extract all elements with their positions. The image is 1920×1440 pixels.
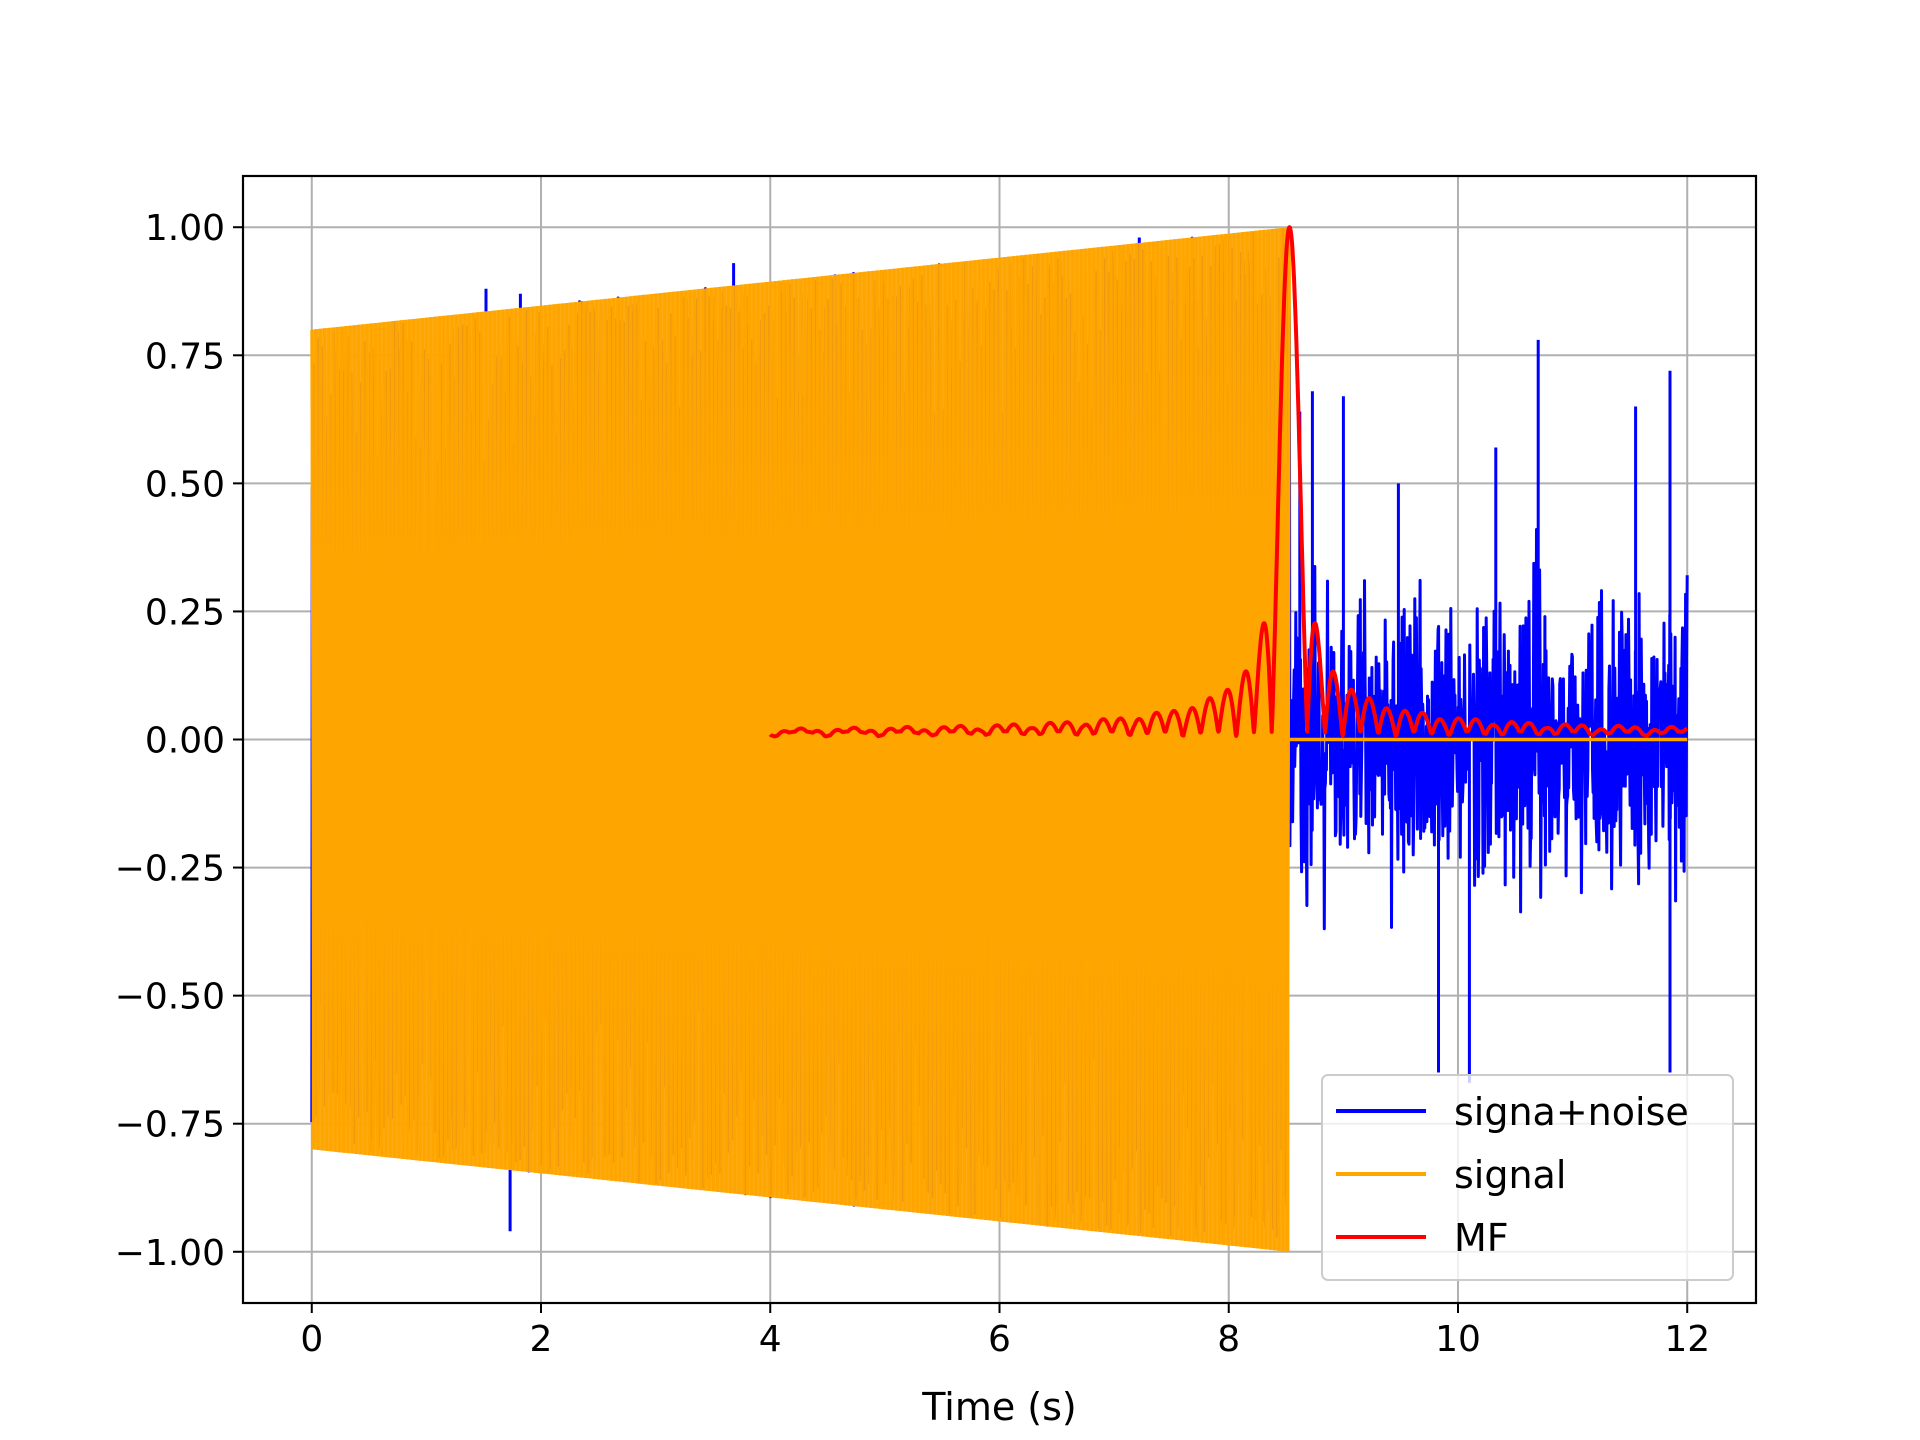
legend-label-signal-noise: signa+noise	[1454, 1090, 1689, 1134]
signal-envelope	[311, 227, 1290, 1252]
legend-entry-signal-noise: signa+noise	[1336, 1090, 1689, 1134]
x-tick-label: 4	[759, 1319, 782, 1360]
legend-label-signal: signal	[1454, 1153, 1566, 1197]
legend-label-mf: MF	[1454, 1216, 1509, 1260]
y-tick-label: −0.75	[115, 1105, 225, 1146]
x-tick-label: 8	[1217, 1319, 1240, 1360]
legend: signa+noise signal MF	[1321, 1074, 1734, 1281]
line-mf	[768, 225, 1689, 739]
series-signal	[310, 227, 1688, 1252]
x-tick-label: 6	[988, 1319, 1011, 1360]
legend-entry-signal: signal	[1336, 1153, 1566, 1197]
x-tick-label: 2	[530, 1319, 553, 1360]
series-mf	[768, 225, 1689, 739]
y-tick-label: 1.00	[145, 208, 225, 249]
legend-box	[1321, 1074, 1734, 1281]
x-tick-label: 10	[1435, 1319, 1481, 1360]
y-axis: 1.00 0.75 0.50 0.25 0.00 −0.25 −0.50 −0.75 −1.00	[115, 208, 243, 1274]
y-tick-label: 0.75	[145, 336, 225, 377]
x-axis: 0 2 4 6 8 10 12	[300, 1303, 1710, 1360]
y-tick-label: −0.25	[115, 849, 225, 890]
x-axis-label: Time (s)	[921, 1385, 1077, 1429]
y-tick-label: 0.50	[145, 464, 225, 505]
x-tick-label: 12	[1664, 1319, 1710, 1360]
y-tick-label: 0.25	[145, 592, 225, 633]
y-tick-label: −0.50	[115, 977, 225, 1018]
y-tick-label: 0.00	[145, 721, 225, 762]
y-tick-label: −1.00	[115, 1233, 225, 1274]
x-tick-label: 0	[300, 1319, 323, 1360]
legend-entry-mf: MF	[1336, 1216, 1509, 1260]
